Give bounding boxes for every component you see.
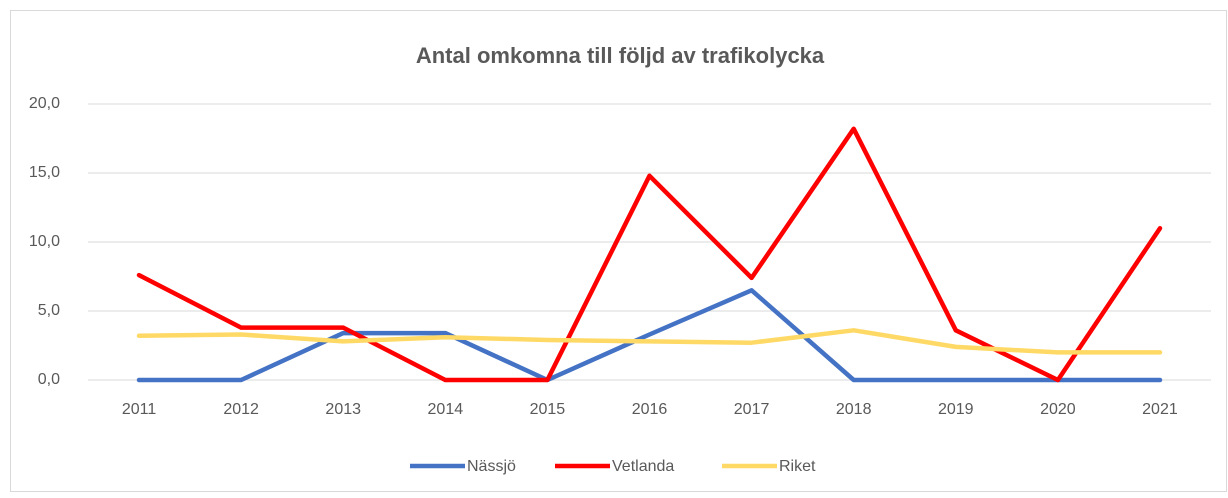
series-line: [136, 288, 1163, 383]
chart-border: [10, 10, 1227, 492]
legend-label: Vetlanda: [612, 458, 674, 475]
x-tick-label: 2018: [836, 401, 872, 418]
x-tick-label: 2014: [428, 401, 464, 418]
y-tick-label: 10,0: [29, 233, 60, 250]
x-tick-label: 2016: [632, 401, 668, 418]
x-tick-label: 2012: [223, 401, 259, 418]
x-tick-label: 2013: [325, 401, 361, 418]
legend-label: Riket: [779, 458, 816, 475]
x-tick-label: 2019: [938, 401, 974, 418]
y-tick-label: 0,0: [38, 371, 60, 388]
y-tick-label: 5,0: [38, 302, 60, 319]
x-tick-label: 2017: [734, 401, 770, 418]
y-tick-label: 15,0: [29, 164, 60, 181]
chart-title: Antal omkomna till följd av trafikolycka: [416, 43, 825, 68]
legend-label: Nässjö: [467, 458, 516, 475]
series-line: [136, 328, 1163, 355]
x-tick-label: 2011: [122, 401, 157, 418]
x-tick-label: 2020: [1040, 401, 1076, 418]
x-tick-label: 2015: [530, 401, 566, 418]
y-tick-label: 20,0: [29, 95, 60, 112]
x-tick-label: 2021: [1142, 401, 1178, 418]
